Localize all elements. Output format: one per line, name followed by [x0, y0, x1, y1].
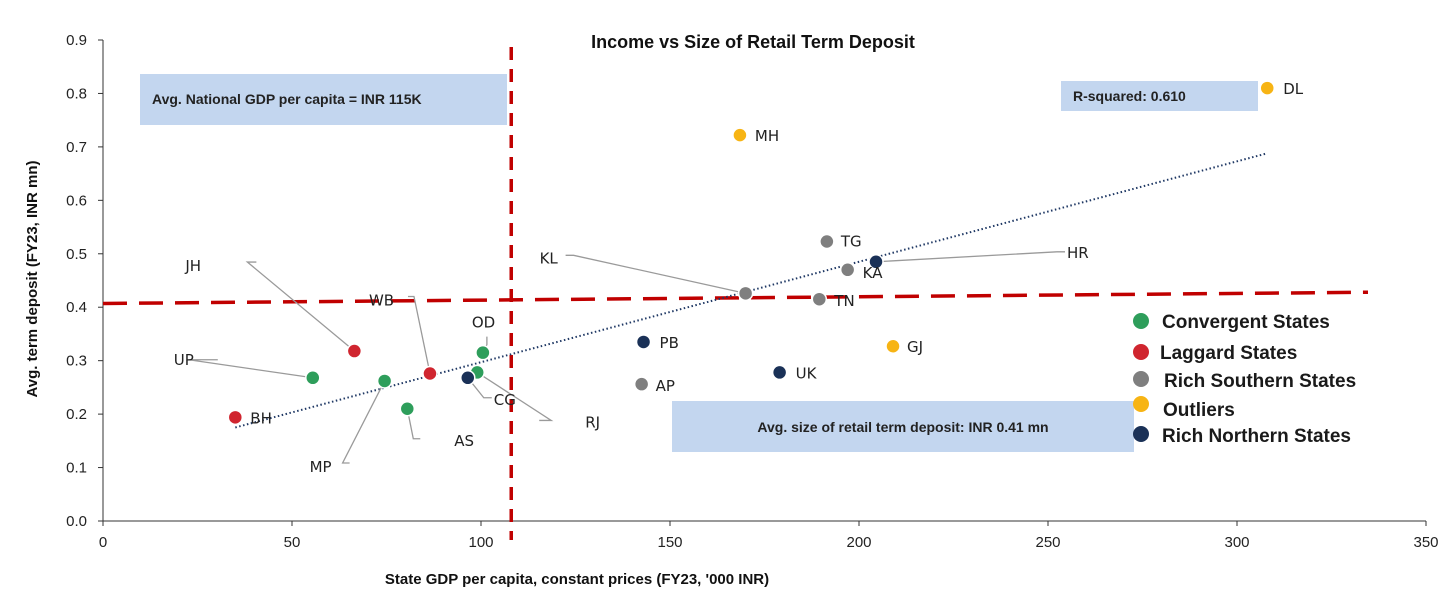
point-bh	[227, 409, 244, 426]
y-tick-label: 0.3	[66, 353, 87, 370]
legend-marker-rich-northern-states	[1133, 426, 1149, 442]
y-tick-label: 0.1	[66, 460, 87, 477]
legend-label-convergent-states: Convergent States	[1162, 312, 1330, 333]
point-label-gj: GJ	[907, 338, 923, 356]
point-label-mp: MP	[310, 458, 332, 476]
point-uk	[771, 364, 788, 381]
point-label-tn: TN	[833, 292, 854, 310]
y-tick-label: 0.0	[66, 513, 87, 530]
y-tick-label: 0.5	[66, 246, 87, 263]
deposit-annotation-box	[672, 401, 1134, 452]
point-label-jh: JH	[184, 257, 201, 275]
leader-line-jh	[245, 261, 355, 352]
point-dl	[1259, 80, 1275, 96]
point-label-tg: TG	[840, 232, 862, 250]
data-points	[227, 80, 1275, 426]
leader-line-as	[406, 408, 421, 440]
point-ka	[839, 262, 856, 278]
leader-line-mp	[341, 380, 386, 464]
point-pb	[635, 334, 652, 350]
y-tick-label: 0.8	[66, 85, 87, 102]
reference-lines	[102, 47, 1369, 540]
point-up	[305, 370, 321, 386]
x-tick-label: 50	[284, 534, 301, 551]
leader-lines	[188, 251, 1066, 464]
r-squared-box	[1061, 81, 1258, 111]
leader-line-hr	[875, 251, 1066, 263]
point-label-as: AS	[454, 432, 474, 450]
point-kl	[737, 285, 754, 302]
point-label-pb: PB	[660, 334, 679, 352]
point-as	[399, 401, 416, 417]
legend-label-laggard-states: Laggard States	[1160, 343, 1297, 364]
y-tick-label: 0.2	[66, 406, 87, 423]
point-label-uk: UK	[796, 364, 818, 382]
point-label-kl: KL	[540, 249, 559, 267]
legend-marker-laggard-states	[1133, 344, 1149, 360]
point-cg	[460, 370, 476, 386]
point-hr	[868, 254, 884, 270]
x-axis-title: State GDP per capita, constant prices (F…	[385, 571, 769, 588]
chart-title: Income vs Size of Retail Term Deposit	[591, 32, 915, 52]
point-label-hr: HR	[1067, 244, 1089, 262]
annotation-boxes: Avg. National GDP per capita = INR 115K …	[140, 74, 1258, 452]
point-label-cg: CG	[494, 391, 516, 409]
gdp-annotation-text: Avg. National GDP per capita = INR 115K	[152, 91, 422, 107]
axes: 0 50 100 150 200 250 300 350 0.0 0.1 0.2 0.3 0.4 0.5 0…	[66, 32, 1438, 551]
point-label-rj: RJ	[585, 413, 600, 431]
gdp-annotation-box	[140, 74, 507, 125]
point-tg	[819, 233, 835, 250]
x-tick-label: 200	[846, 534, 871, 551]
x-tick-label: 150	[657, 534, 682, 551]
leader-line-wb	[407, 295, 431, 374]
x-tick-label: 250	[1035, 534, 1060, 551]
point-wb	[422, 365, 438, 382]
legend-marker-outliers	[1133, 396, 1149, 412]
deposit-annotation-text: Avg. size of retail term deposit: INR 0.…	[757, 419, 1048, 435]
avg-deposit-reference-line	[102, 290, 1369, 306]
y-tick-label: 0.7	[66, 139, 87, 156]
legend-label-outliers: Outliers	[1163, 400, 1235, 421]
leader-line-cg	[467, 377, 492, 399]
x-tick-label: 350	[1413, 534, 1438, 551]
x-tick-label: 300	[1224, 534, 1249, 551]
point-label-bh: BH	[250, 409, 272, 427]
point-label-od: OD	[472, 314, 495, 332]
legend: Convergent States Laggard States Rich Sout…	[1133, 312, 1356, 447]
point-label-mh: MH	[755, 127, 779, 145]
point-label-ka: KA	[863, 264, 884, 282]
y-tick-label: 0.4	[66, 299, 87, 316]
point-label-up: UP	[174, 351, 194, 369]
point-mp	[376, 373, 393, 389]
leader-line-kl	[565, 254, 746, 294]
point-ap	[633, 376, 650, 392]
point-jh	[346, 343, 363, 359]
leader-line-rj	[476, 371, 554, 422]
y-tick-label: 0.6	[66, 192, 87, 209]
legend-marker-rich-southern-states	[1133, 371, 1149, 387]
point-gj	[885, 338, 901, 354]
point-od	[475, 344, 491, 361]
point-label-dl: DL	[1283, 80, 1304, 98]
r-squared-text: R-squared: 0.610	[1073, 88, 1186, 104]
x-tick-label: 100	[468, 534, 493, 551]
y-tick-label: 0.9	[66, 32, 87, 49]
point-label-ap: AP	[656, 377, 675, 395]
legend-marker-convergent-states	[1133, 313, 1149, 329]
x-tick-label: 0	[99, 534, 107, 551]
y-axis-title: Avg. term deposit (FY23, INR mn)	[24, 161, 41, 398]
legend-label-rich-northern-states: Rich Northern States	[1162, 426, 1351, 447]
leader-line-up	[188, 359, 313, 379]
point-tn	[811, 291, 828, 307]
point-mh	[732, 127, 748, 143]
point-label-wb: WB	[369, 291, 394, 309]
legend-label-rich-southern-states: Rich Southern States	[1164, 371, 1356, 392]
